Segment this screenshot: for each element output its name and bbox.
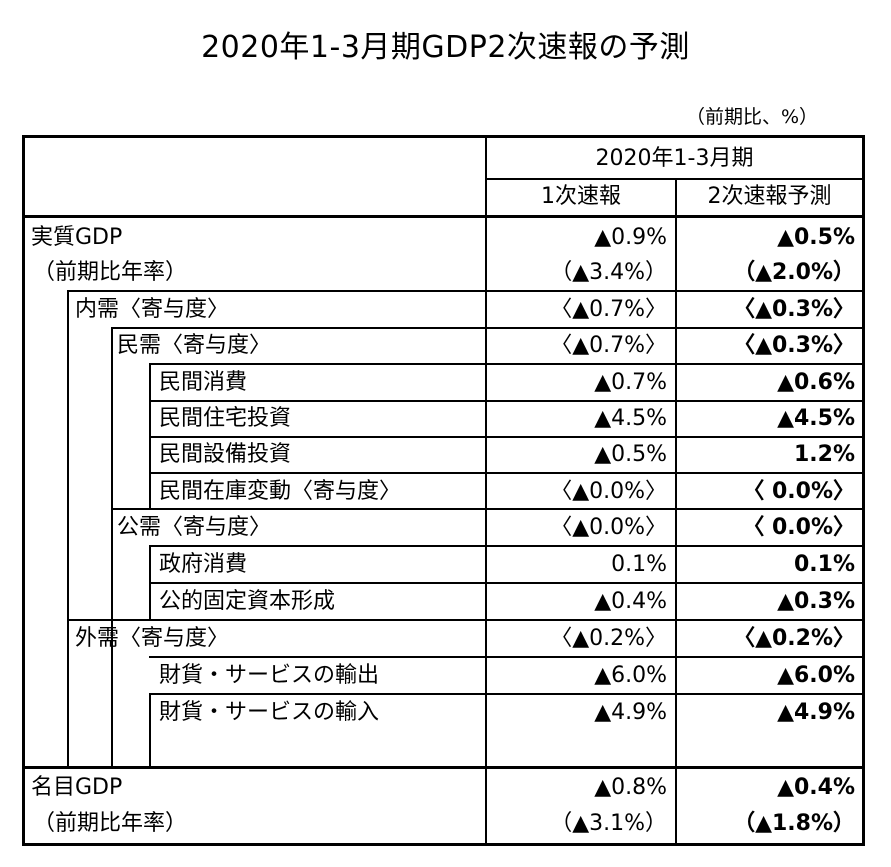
row-label-private-demand: 民需〈寄与度〉	[117, 333, 272, 358]
row-divider	[149, 582, 862, 584]
unit-note: （前期比、%）	[686, 106, 819, 128]
header-period: 2020年1-3月期	[595, 146, 754, 171]
group-line	[111, 327, 113, 766]
value-first-estimate: ▲4.9%	[594, 700, 667, 725]
value-first-estimate: 〈▲0.7%〉	[550, 297, 667, 322]
value-first-estimate: ▲0.7%	[594, 370, 667, 395]
row-divider	[25, 766, 862, 769]
value-first-estimate: 〈▲0.0%〉	[550, 515, 667, 540]
value-second-forecast: 〈▲0.3%〉	[733, 297, 855, 322]
value-second-forecast: （▲1.8%）	[733, 811, 855, 836]
row-label-imports: 財貨・サービスの輸入	[159, 700, 380, 725]
value-second-forecast: （▲2.0%）	[733, 260, 855, 285]
value-first-estimate: 〈▲0.0%〉	[550, 479, 667, 504]
header-col-1: 1次速報	[541, 184, 621, 209]
row-label-government-consumption: 政府消費	[159, 552, 248, 577]
row-label-private-capex: 民間設備投資	[159, 442, 292, 467]
gdp-forecast-table: 2020年1-3月期 1次速報 2次速報予測 実質GDP （前期比年率） 内需〈…	[22, 135, 865, 846]
value-second-forecast: 〈▲0.2%〉	[733, 626, 855, 651]
row-label-private-housing: 民間住宅投資	[159, 406, 292, 431]
header-col-2: 2次速報予測	[707, 184, 832, 209]
value-second-forecast: ▲0.6%	[777, 370, 855, 395]
row-label-nominal-gdp: 名目GDP	[31, 775, 123, 800]
row-divider	[149, 545, 862, 547]
header-bottom-border	[25, 215, 862, 218]
row-divider	[67, 290, 862, 292]
row-divider	[111, 327, 862, 329]
row-label-exports: 財貨・サービスの輸出	[159, 663, 380, 688]
row-label-private-inventory: 民間在庫変動〈寄与度〉	[159, 479, 402, 504]
value-second-forecast: ▲4.5%	[777, 406, 855, 431]
value-second-forecast: 〈 0.0%〉	[742, 479, 855, 504]
row-divider	[149, 656, 862, 658]
value-first-estimate: ▲6.0%	[594, 663, 667, 688]
column-divider	[675, 180, 677, 843]
row-divider	[149, 363, 862, 365]
row-divider	[149, 436, 862, 438]
value-first-estimate: ▲0.9%	[594, 225, 667, 250]
row-divider	[67, 619, 862, 621]
value-second-forecast: ▲4.9%	[777, 700, 855, 725]
value-second-forecast: ▲0.3%	[777, 589, 855, 614]
group-line	[149, 363, 151, 508]
value-second-forecast: ▲0.4%	[777, 775, 855, 800]
row-label-external-demand: 外需〈寄与度〉	[75, 626, 230, 651]
row-label-public-investment: 公的固定資本形成	[159, 589, 336, 614]
value-second-forecast: 0.1%	[793, 552, 855, 577]
group-line	[67, 290, 69, 766]
header-divider	[485, 178, 865, 180]
row-divider	[149, 472, 862, 474]
row-label-domestic-demand: 内需〈寄与度〉	[75, 297, 230, 322]
value-first-estimate: ▲4.5%	[594, 406, 667, 431]
value-first-estimate: ▲0.8%	[594, 775, 667, 800]
value-second-forecast: 〈 0.0%〉	[742, 515, 855, 540]
value-first-estimate: ▲0.4%	[594, 589, 667, 614]
value-first-estimate: （▲3.1%）	[550, 811, 667, 836]
value-first-estimate: 0.1%	[611, 552, 667, 577]
value-second-forecast: 〈▲0.3%〉	[733, 333, 855, 358]
row-divider	[111, 508, 862, 510]
row-label-public-demand: 公需〈寄与度〉	[117, 515, 272, 540]
value-first-estimate: 〈▲0.7%〉	[550, 333, 667, 358]
page-title: 2020年1-3月期GDP2次速報の予測	[201, 30, 690, 65]
value-second-forecast: ▲6.0%	[777, 663, 855, 688]
value-first-estimate: （▲3.4%）	[550, 260, 667, 285]
row-divider	[149, 400, 862, 402]
column-divider	[485, 138, 487, 843]
row-label-nominal-gdp-annualized: （前期比年率）	[33, 811, 188, 836]
row-label-private-consumption: 民間消費	[159, 370, 248, 395]
group-line	[149, 693, 151, 766]
row-label-real-gdp: 実質GDP	[31, 225, 123, 250]
row-divider	[149, 693, 862, 695]
value-first-estimate: 〈▲0.2%〉	[550, 626, 667, 651]
value-second-forecast: ▲0.5%	[777, 225, 855, 250]
value-first-estimate: ▲0.5%	[594, 442, 667, 467]
row-label-real-gdp-annualized: （前期比年率）	[33, 260, 188, 285]
value-second-forecast: 1.2%	[793, 442, 855, 467]
